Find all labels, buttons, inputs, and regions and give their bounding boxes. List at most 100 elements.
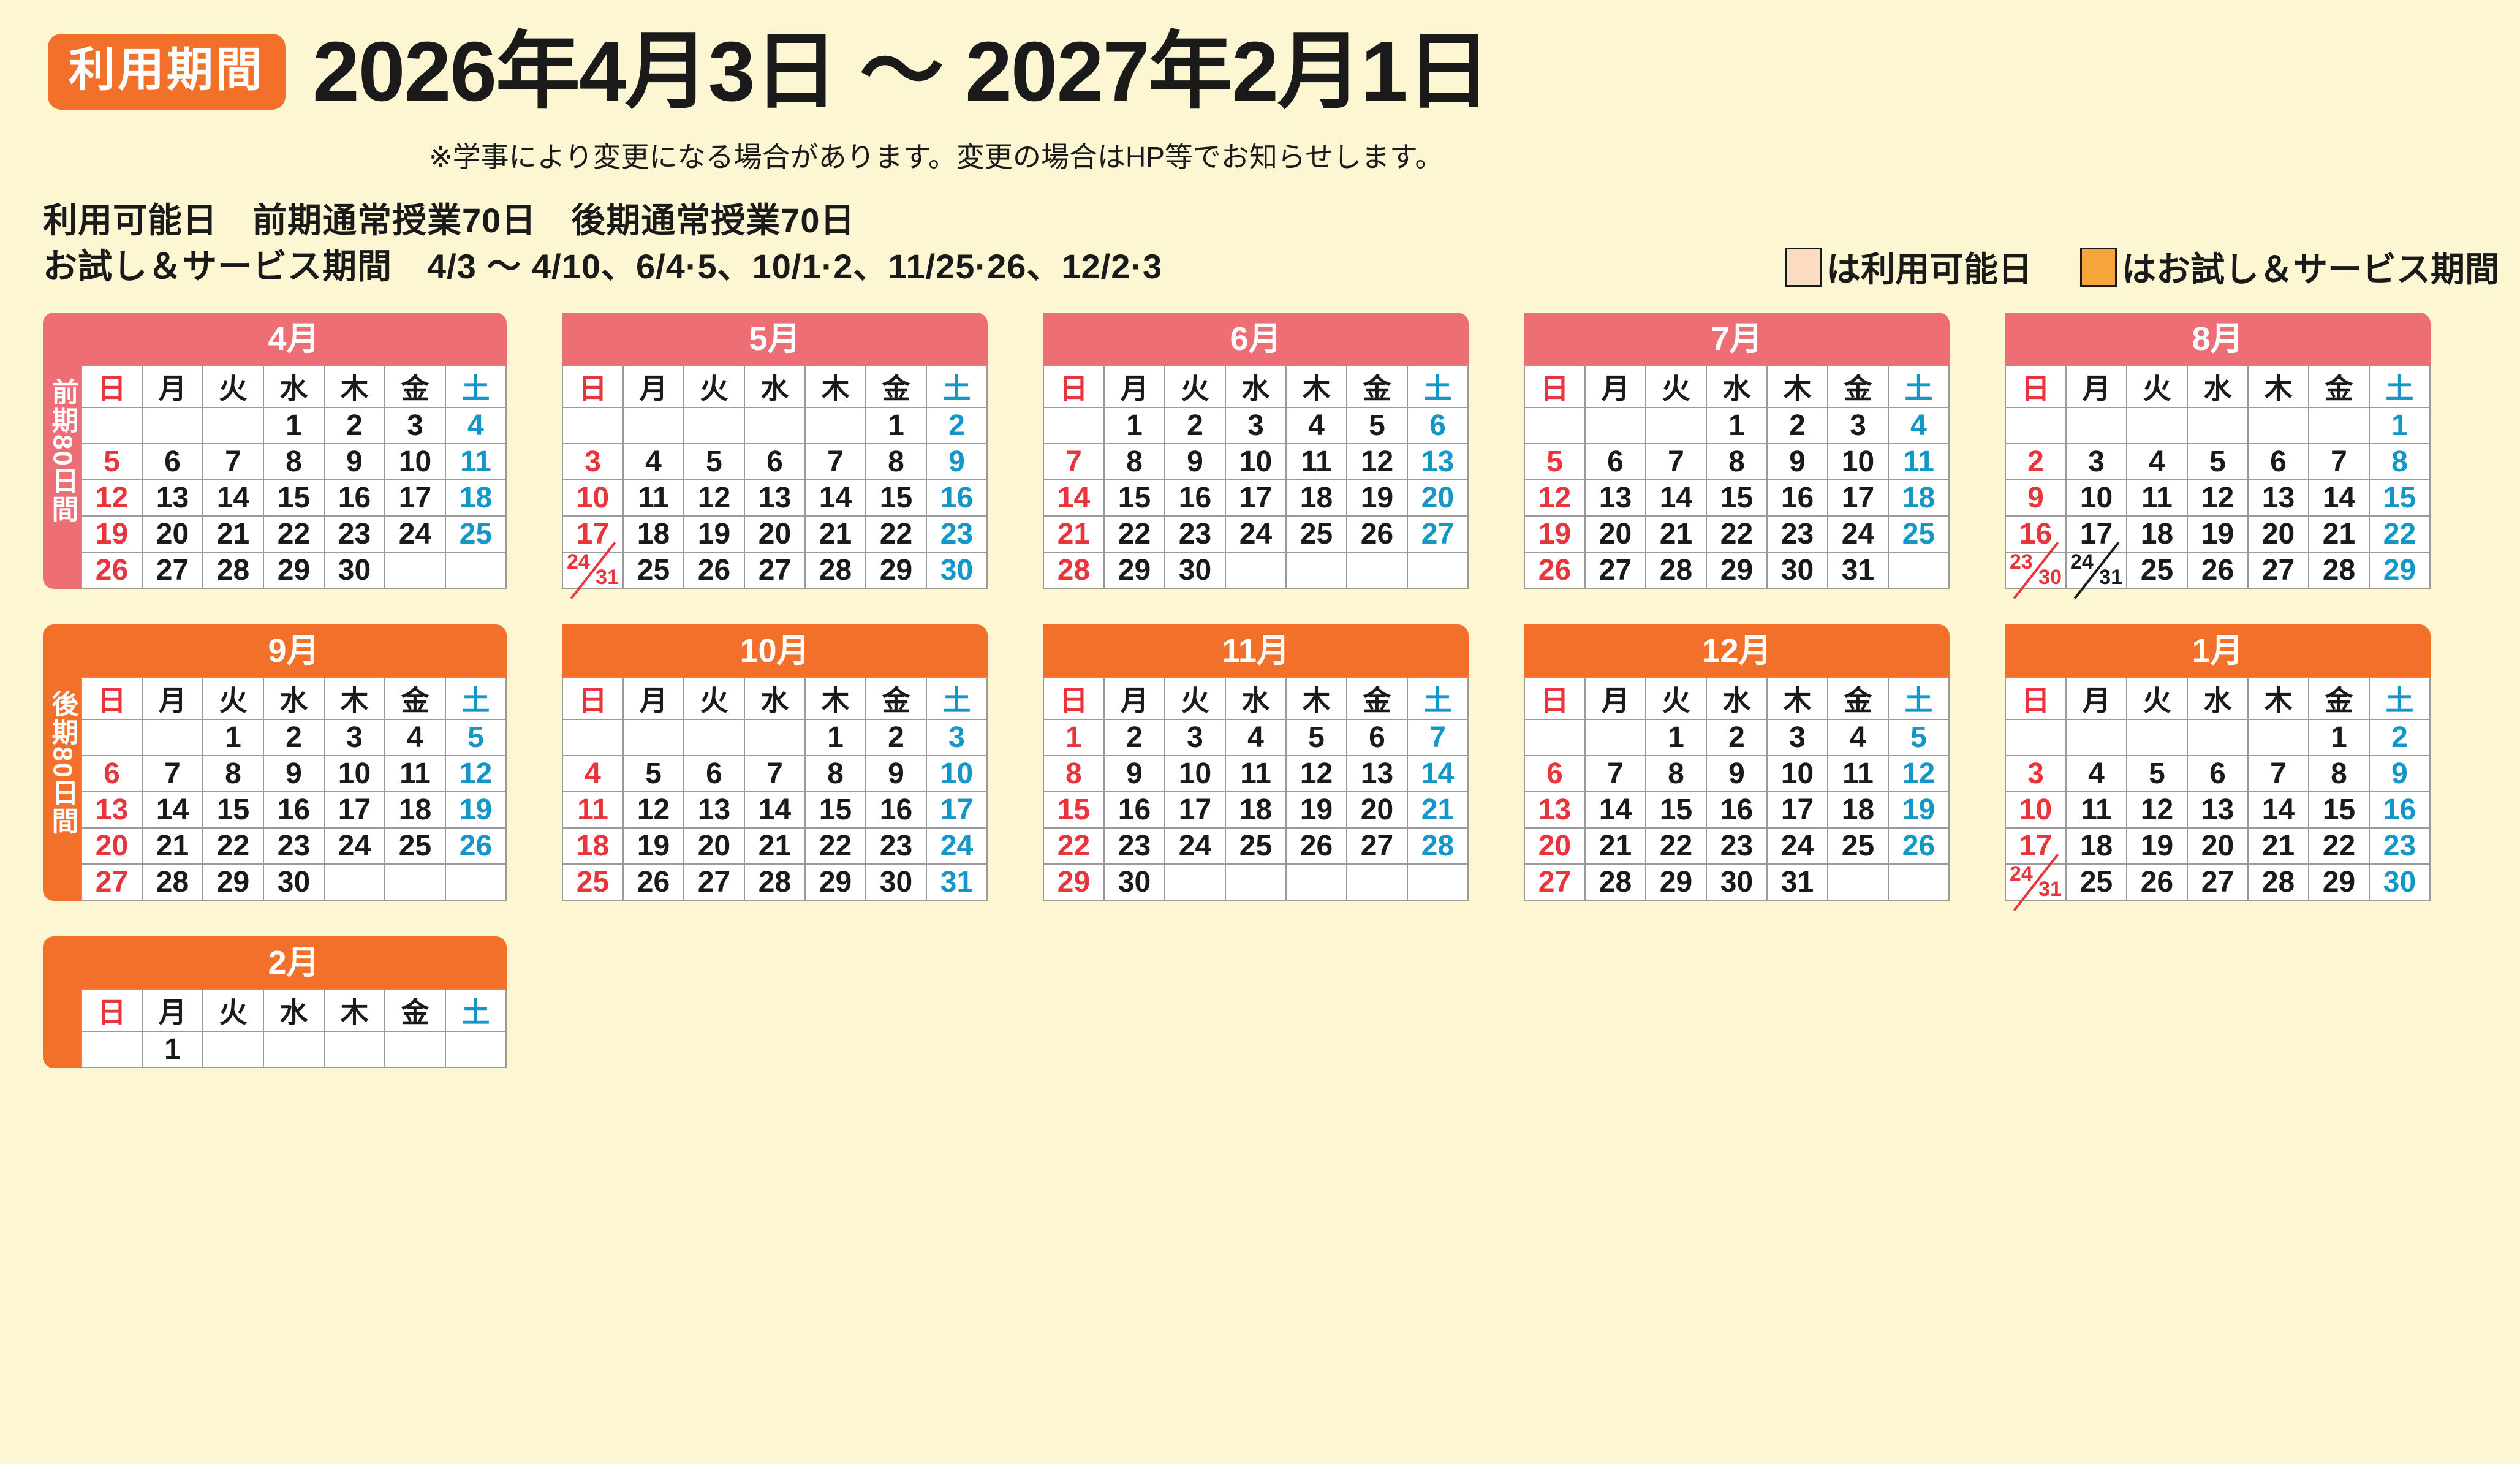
day-cell-17: 17 <box>2005 827 2067 865</box>
day-cell-1: 1 <box>2369 407 2431 445</box>
month-body: 9月日月火水木金土 1 2 3 4 5 6 7 8 9 10 11 12 13 14 15 16 17 18 19 20… <box>81 624 507 901</box>
weekday-header-日: 日 <box>2005 677 2067 721</box>
empty-day-cell <box>1225 552 1287 590</box>
day-cell-17: 17 <box>2065 515 2127 553</box>
day-cell-4: 4 <box>562 755 624 793</box>
empty-day-cell <box>1043 407 1105 445</box>
weekday-header-木: 木 <box>804 365 866 409</box>
day-cell-5: 5 <box>683 443 745 481</box>
day-cell-17: 17 <box>562 515 624 553</box>
day-cell-28: 28 <box>142 863 203 901</box>
day-cell-4: 4 <box>1285 407 1347 445</box>
weekday-header-月: 月 <box>142 677 203 721</box>
day-cell-10: 10 <box>1225 443 1287 481</box>
weekday-header-月: 月 <box>622 365 684 409</box>
day-cell-16: 16 <box>926 479 988 517</box>
day-cell-30: 30 <box>2369 863 2431 901</box>
empty-day-cell <box>622 719 684 757</box>
day-cell-20: 20 <box>2187 827 2249 865</box>
weekday-header-木: 木 <box>2247 365 2309 409</box>
day-cell-11: 11 <box>2065 791 2127 829</box>
day-cell-12: 12 <box>81 479 143 517</box>
month-body: 8月日月火水木金土 1 2 3 4 5 6 7 8 9 10 11 12 13 14 15 16 17 18 19 20… <box>2005 313 2431 590</box>
empty-day-cell <box>1407 863 1469 901</box>
day-cell-8: 8 <box>804 755 866 793</box>
day-cell-6: 6 <box>81 755 143 793</box>
day-cell-4: 4 <box>622 443 684 481</box>
day-cell-13: 13 <box>744 479 806 517</box>
empty-day-cell <box>2126 407 2188 445</box>
weekday-header-水: 水 <box>2187 677 2249 721</box>
day-cell-21: 21 <box>804 515 866 553</box>
day-cell-24: 24 <box>324 827 385 865</box>
day-cell-3: 3 <box>1164 719 1226 757</box>
day-cell-24: 24 <box>384 515 446 553</box>
day-cell-13: 13 <box>142 479 203 517</box>
day-cell-9: 9 <box>1164 443 1226 481</box>
weekday-header-土: 土 <box>1407 365 1469 409</box>
empty-day-cell <box>1524 719 1586 757</box>
weekday-header-月: 月 <box>1103 677 1165 721</box>
day-cell-26: 26 <box>445 827 507 865</box>
day-cell-8: 8 <box>2369 443 2431 481</box>
day-cell-28: 28 <box>804 552 866 590</box>
month-grid: 日月火水木金土 1 2 3 4 5 6 7 8 9 10 11 12 13 14 15 16 17 18 19 20 21… <box>81 677 507 901</box>
day-cell-15: 15 <box>263 479 325 517</box>
day-cell-9: 9 <box>324 443 385 481</box>
day-cell-6: 6 <box>1524 755 1586 793</box>
weekday-header-土: 土 <box>1888 677 1950 721</box>
day-cell-25: 25 <box>1888 515 1950 553</box>
day-cell-7: 7 <box>1584 755 1646 793</box>
calendar-month-5: 8月日月火水木金土 1 2 3 4 5 6 7 8 9 10 11 12 13 14 15 16 17 18 19 20… <box>1967 313 2431 590</box>
week-row: 13 14 15 16 17 18 19 <box>81 791 507 829</box>
header-note: ※学事により変更になる場合があります。変更の場合はHP等でお知らせします。 <box>429 141 1444 173</box>
empty-day-cell <box>1346 863 1408 901</box>
day-cell-23: 23 <box>1766 515 1828 553</box>
day-cell-11: 11 <box>562 791 624 829</box>
day-cell-15: 15 <box>2308 791 2370 829</box>
empty-day-cell <box>384 863 446 901</box>
calendar-month-9: 12月日月火水木金土 1 2 3 4 5 6 7 8 9 10 11 12 13 14 15 16 17 18 19 2… <box>1486 624 1950 901</box>
day-cell-12: 12 <box>1285 755 1347 793</box>
day-cell-15: 15 <box>865 479 927 517</box>
week-row: 11 12 13 14 15 16 17 <box>562 791 988 829</box>
day-cell-3: 3 <box>2065 443 2127 481</box>
split-day-cell: 24 31 <box>2006 863 2065 901</box>
day-cell-28: 28 <box>744 863 806 901</box>
week-row: 28 29 30 <box>1043 552 1469 590</box>
orange-swatch-icon <box>2080 247 2117 287</box>
weekday-header-火: 火 <box>202 989 264 1033</box>
day-cell-12: 12 <box>2187 479 2249 517</box>
weekday-header-木: 木 <box>1285 677 1347 721</box>
empty-day-cell <box>445 863 507 901</box>
day-cell-27: 27 <box>2187 863 2249 901</box>
day-cell-20: 20 <box>683 827 745 865</box>
month-title: 9月 <box>81 624 507 678</box>
day-cell-10: 10 <box>1766 755 1828 793</box>
day-cell-1: 1 <box>804 719 866 757</box>
empty-day-cell <box>744 407 806 445</box>
day-cell-29: 29 <box>1103 552 1165 590</box>
split-day-second: 31 <box>2038 878 2062 901</box>
day-cell-21: 21 <box>744 827 806 865</box>
day-cell-6: 6 <box>1346 719 1408 757</box>
day-cell-1: 1 <box>202 719 264 757</box>
day-cell-13: 13 <box>1524 791 1586 829</box>
side-spacer <box>1486 313 1524 589</box>
day-cell-31: 31 <box>1827 552 1889 590</box>
week-row: 25 26 27 28 29 30 31 <box>562 863 988 901</box>
weekday-header-土: 土 <box>926 677 988 721</box>
day-cell-10: 10 <box>926 755 988 793</box>
day-cell-12: 12 <box>622 791 684 829</box>
calendar-row-february: 2月日月火水木金土 1 <box>43 936 2520 1069</box>
weekday-header-火: 火 <box>1164 365 1226 409</box>
day-cell-25: 25 <box>622 552 684 590</box>
weekday-header-日: 日 <box>2005 365 2067 409</box>
calendar-month-1: 前期80日間 4月日月火水木金土 1 2 3 4 5 6 7 8 9 10 11 12 13 14 15 16 17… <box>43 313 507 590</box>
weekday-header-row: 日月火水木金土 <box>81 365 507 409</box>
weekday-header-row: 日月火水木金土 <box>2005 365 2431 409</box>
legend-trial-label: はお試し＆サービス期間 <box>2122 250 2499 289</box>
day-cell-3: 3 <box>926 719 988 757</box>
day-cell-20: 20 <box>1407 479 1469 517</box>
